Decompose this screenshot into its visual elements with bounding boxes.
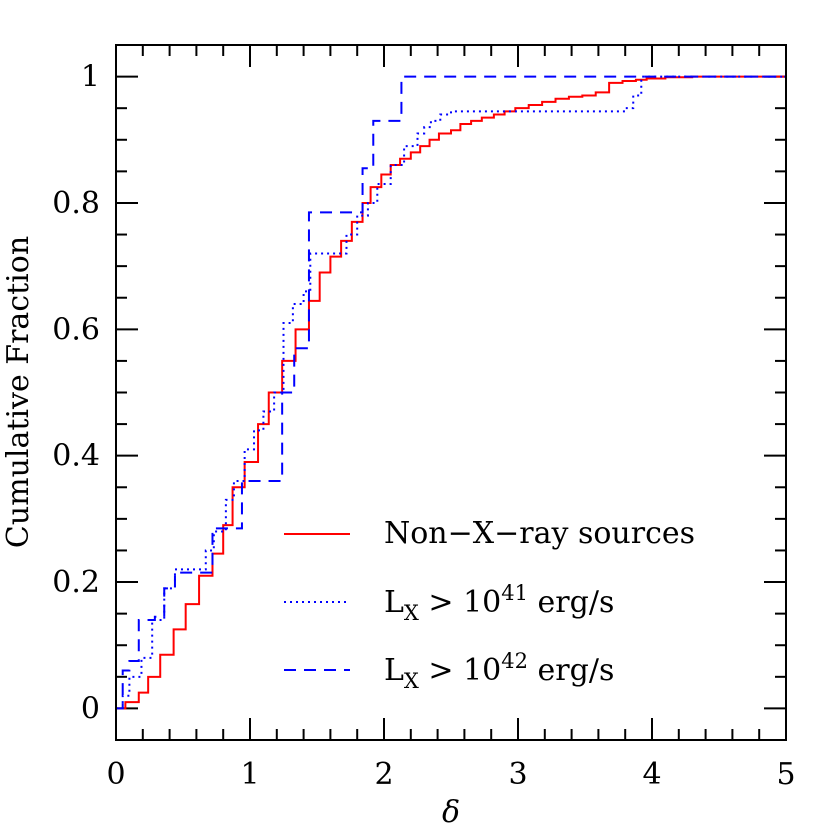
legend-label-lx41: LX > 1041 erg/s [384,581,614,625]
plot-frame [115,44,787,741]
series-non-xray [116,75,786,710]
y-tick-label: 0 [81,691,100,726]
y-tick-label: 0.2 [52,565,100,600]
x-tick-label: 1 [240,757,259,792]
x-axis-title: δ [442,795,460,830]
legend-label-non-xray: Non−X−ray sources [384,516,695,551]
y-tick-label: 1 [81,60,100,95]
x-tick-label: 4 [642,757,661,792]
y-tick-label: 0.4 [52,439,100,474]
series-layer [116,75,786,710]
x-tick-label: 3 [508,757,527,792]
y-tick-label: 0.6 [52,312,100,347]
x-tick-label: 5 [776,757,795,792]
y-axis-title: Cumulative Fraction [1,236,36,548]
y-tick-label: 0.8 [52,186,100,221]
legend-label-lx42: LX > 1042 erg/s [384,649,614,693]
x-tick-label: 0 [106,757,125,792]
series-lx42 [116,75,786,710]
series-lx41 [116,75,786,710]
axis-ticks [115,44,787,741]
tick-labels: 0 1 2 3 4 5 0 0.2 0.4 0.6 0.8 1 [52,60,795,792]
x-tick-label: 2 [374,757,393,792]
legend: Non−X−ray sources LX > 1041 erg/s LX > 1… [284,516,695,693]
